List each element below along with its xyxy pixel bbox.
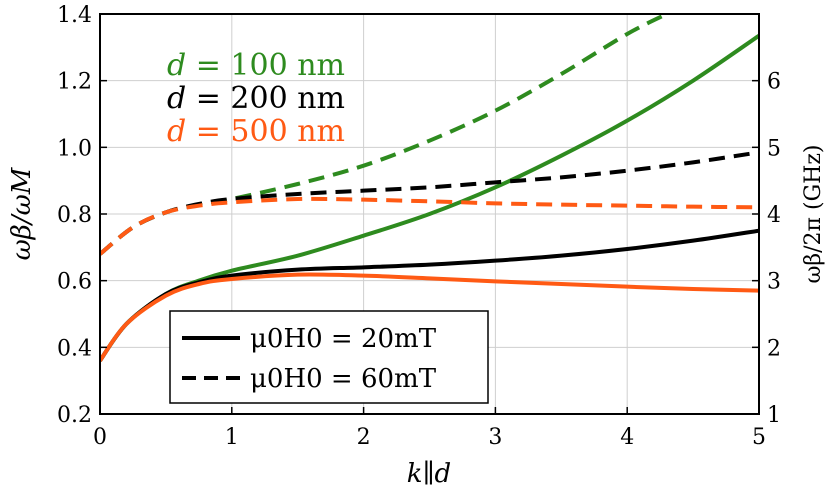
- legend-box: [169, 310, 489, 404]
- x-tick-label: 0: [93, 425, 107, 450]
- y-axis-label-left: ωβ/ωM: [7, 166, 37, 260]
- legend-label-20mT: μ0H0 = 20mT: [250, 324, 437, 354]
- y-tick-label-left: 0.4: [57, 336, 92, 361]
- y-tick-label-right: 4: [767, 203, 781, 228]
- legend-label-60mT: μ0H0 = 60mT: [250, 364, 437, 394]
- y-tick-label-left: 0.6: [57, 270, 92, 295]
- y-tick-label-left: 1.2: [57, 70, 92, 95]
- y-tick-label-right: 6: [767, 70, 781, 95]
- x-tick-label: 2: [357, 425, 371, 450]
- series-line-5: [100, 272, 759, 362]
- y-tick-label-left: 0.8: [57, 203, 92, 228]
- plot-frame: [99, 13, 760, 415]
- series-line-4: [100, 196, 759, 256]
- y-tick-label-right: 3: [767, 270, 781, 295]
- x-tick-label: 1: [225, 425, 239, 450]
- x-axis-label: k∥d: [407, 459, 451, 489]
- x-tick-label: 4: [620, 425, 634, 450]
- y-tick-label-right: 2: [767, 336, 781, 361]
- y-tick-label-left: 0.2: [57, 403, 92, 428]
- x-tick-label: 5: [752, 425, 766, 450]
- legend: μ0H0 = 20mT μ0H0 = 60mT: [169, 310, 489, 404]
- y-axis-label-right: ωβ/2π (GHz): [801, 144, 826, 283]
- annotation-500nm: d = 500 nm: [167, 114, 345, 149]
- thickness-annotations: d = 100 nm d = 200 nm d = 500 nm: [167, 48, 345, 149]
- series-line-2: [100, 150, 759, 256]
- y-tick-label-left: 1.4: [57, 3, 92, 28]
- ticks: 0 1 2 3 4 5 0.2 0.4 0.6 0.8 1.0 1.2 1.4 1 2 3 4 5 6: [57, 3, 781, 450]
- annotation-100nm: d = 100 nm: [167, 48, 345, 83]
- series-lines: [100, 14, 759, 362]
- y-tick-label-right: 5: [767, 136, 781, 161]
- annotation-200nm: d = 200 nm: [167, 81, 345, 116]
- y-tick-label-left: 1.0: [57, 136, 92, 161]
- x-tick-label: 3: [488, 425, 502, 450]
- y-tick-label-right: 1: [767, 403, 781, 428]
